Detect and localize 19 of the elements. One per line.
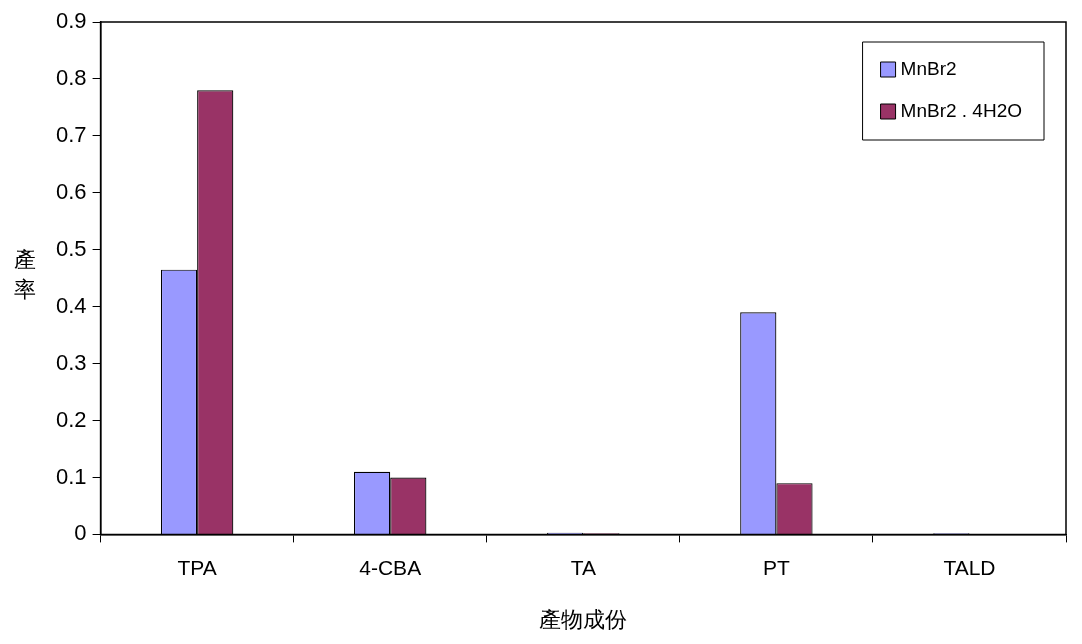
legend-label: MnBr2 [900,58,957,80]
y-tick-label: 0 [74,520,87,546]
y-tick-label: 0.4 [55,292,87,318]
x-tick-label: TPA [177,555,217,579]
x-tick-label: TA [570,555,596,579]
legend-label: MnBr2 . 4H2O [900,100,1023,122]
y-tick-label: 0.9 [55,8,87,34]
y-tick-label: 0.3 [55,349,87,375]
x-axis-title: 產物成份 [539,606,628,632]
y-tick-label: 0.6 [55,178,87,204]
y-axis-title: 產率 [13,246,37,304]
y-tick-label: 0.7 [55,121,87,147]
y-tick-label: 0.2 [55,406,87,432]
x-tick-label: TALD [943,555,996,579]
y-tick-label: 0.1 [55,463,87,489]
x-tick-label: 4-CBA [359,555,422,579]
y-tick-label: 0.5 [55,235,87,261]
x-tick-label: PT [762,555,790,579]
y-tick-label: 0.8 [55,65,87,90]
